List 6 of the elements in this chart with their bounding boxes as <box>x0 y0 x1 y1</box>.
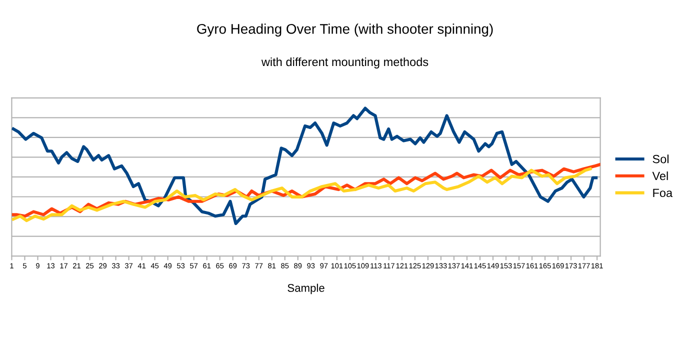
legend-label: Foa <box>653 188 673 198</box>
legend-label: Vel <box>652 171 668 180</box>
chart-subtitle: with different mounting methods <box>261 57 428 68</box>
chart-title: Gyro Heading Over Time (with shooter spinning) <box>197 24 493 37</box>
x-axis-title: Sample <box>288 284 324 294</box>
legend-label: Sol <box>652 154 668 164</box>
